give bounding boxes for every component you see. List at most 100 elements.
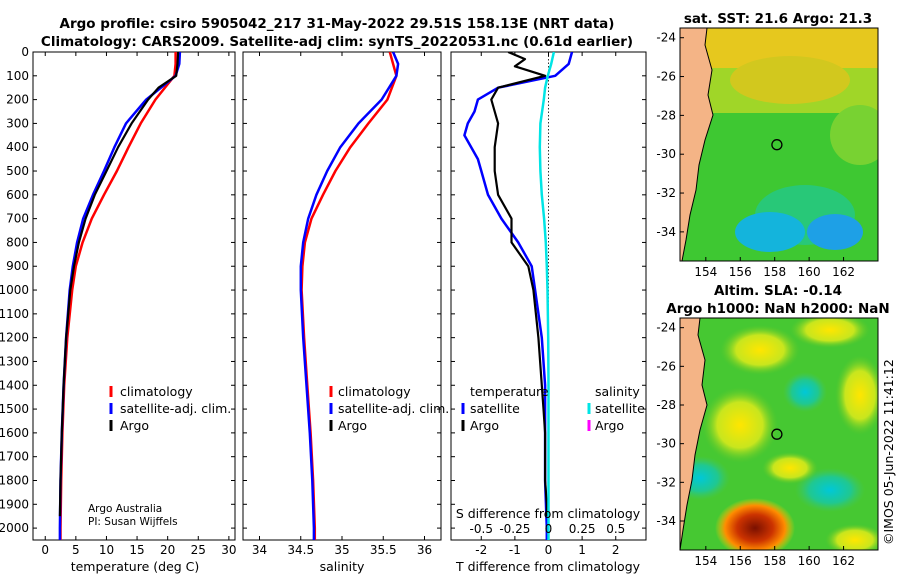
legend-temperature-title: temperature: [470, 384, 549, 399]
y-tick-label: 2000: [0, 521, 29, 535]
depth-axis: 0 100 200 300 400 500 600 700 800 900 1000 1100 1200…: [0, 45, 235, 535]
map-y-tick-label: -32: [656, 475, 676, 489]
legend-argo-label: Argo: [338, 418, 367, 433]
s-diff-tick-label: 0: [545, 522, 553, 536]
salinity-y-ticks: [243, 51, 441, 529]
salinity-difference-ticks: -0.5 -0.25 0 0.25 0.5: [470, 522, 626, 536]
temperature-xlabel: temperature (deg C): [71, 559, 200, 574]
x-tick-label: 0: [545, 543, 553, 557]
y-tick-label: 1000: [0, 283, 29, 297]
y-tick-label: 100: [6, 69, 29, 83]
map-x-tick-label: 158: [763, 554, 786, 568]
map-x-tick-label: 160: [798, 554, 821, 568]
x-tick-label: 30: [221, 543, 236, 557]
legend-salinity-title: salinity: [595, 384, 640, 399]
x-tick-label: 15: [129, 543, 144, 557]
sst-cold-patch-2: [807, 214, 863, 250]
legend-climatology-label: climatology: [120, 384, 193, 399]
difference-xlabel-top: S difference from climatology: [456, 506, 641, 521]
figure-title-line1: Argo profile: csiro 5905042_217 31-May-2…: [60, 16, 615, 32]
y-tick-label: 1600: [0, 426, 29, 440]
map-x-tick-label: 162: [832, 554, 855, 568]
x-tick-label: 5: [72, 543, 80, 557]
s-diff-tick-label: 0.25: [569, 522, 596, 536]
salinity-lines: [299, 52, 400, 540]
sst-map-title: sat. SST: 21.6 Argo: 21.3: [684, 11, 872, 27]
y-tick-label: 1200: [0, 331, 29, 345]
x-tick-label: 10: [99, 543, 114, 557]
x-tick-label: 2: [612, 543, 620, 557]
difference-x-axis: -2 -1 0 1 2: [475, 52, 620, 557]
map-x-tick-label: 156: [729, 265, 752, 279]
s-diff-tick-label: 0.5: [606, 522, 625, 536]
salinity-xlabel: salinity: [320, 559, 365, 574]
temperature-panel: 0100200300400500600700800900100011001200…: [0, 45, 237, 574]
y-tick-label: 1300: [0, 354, 29, 368]
legend-temp-argo-label: Argo: [470, 418, 499, 433]
satellite-adj-clim--line: [299, 52, 400, 540]
climatology-line: [300, 52, 398, 540]
map-y-tick-label: -28: [656, 108, 676, 122]
x-tick-label: 0: [41, 543, 49, 557]
sla-low-1: [783, 372, 827, 412]
salinity-x-axis: 34 34.5 35 35.5 36: [252, 52, 432, 557]
s-diff-tick-label: -0.5: [470, 522, 493, 536]
sla-map-title-line1: Altim. SLA: -0.14: [714, 283, 842, 299]
annotation-pi: PI: Susan Wijffels: [88, 516, 178, 528]
map-y-tick-label: -34: [656, 514, 676, 528]
s-diff-tick-label: -0.25: [499, 522, 530, 536]
map-y-tick-label: -26: [656, 70, 676, 84]
x-tick-label: 34.5: [287, 543, 314, 557]
temperature-axes-box: [32, 51, 236, 541]
sla-map-box: [679, 317, 879, 551]
difference-xlabel: T difference from climatology: [455, 559, 641, 574]
x-tick-label: 35: [334, 543, 349, 557]
temperature-argo-line: [490, 52, 548, 517]
annotation-argo-australia: Argo Australia: [88, 503, 162, 515]
y-tick-label: 1900: [0, 497, 29, 511]
legend-argo-label: Argo: [120, 418, 149, 433]
x-tick-label: 34: [252, 543, 267, 557]
map-y-tick-label: -28: [656, 398, 676, 412]
argo-location-marker: [771, 139, 783, 151]
salinity-axes-box: [242, 51, 442, 541]
y-tick-label: 1100: [0, 307, 29, 321]
argo-location-marker: [771, 428, 783, 440]
y-tick-label: 300: [6, 116, 29, 130]
figure-title-line2: Climatology: CARS2009. Satellite-adj cli…: [41, 34, 633, 50]
temperature-satellite-line: [463, 52, 574, 540]
sla-low-2: [680, 456, 730, 500]
y-tick-label: 500: [6, 164, 29, 178]
sla-map-ticks: 154 156 158 160 162 -24 -26 -28 -30 -32 -34: [656, 321, 855, 568]
sst-map-box: [679, 27, 879, 262]
difference-legend: temperature salinity satellite Argo sate…: [461, 384, 645, 433]
sla-high-3: [702, 387, 778, 463]
sla-high-4: [835, 355, 878, 435]
x-tick-label: 25: [191, 543, 206, 557]
y-tick-label: 400: [6, 140, 29, 154]
legend-temp-satellite-label: satellite: [470, 401, 520, 416]
y-tick-label: 900: [6, 259, 29, 273]
sst-warm-patch: [730, 56, 850, 104]
x-tick-label: 35.5: [370, 543, 397, 557]
sla-hotspot: [715, 498, 795, 550]
legend-satellite-label: satellite-adj. clim.: [338, 401, 449, 416]
difference-y-ticks: [451, 51, 646, 529]
sst-cold-patch: [735, 212, 805, 252]
salinity-panel: 34 34.5 35 35.5 36 salinity climatology sate…: [242, 51, 449, 574]
temperature-legend: climatology satellite-adj. clim. Argo: [109, 384, 231, 433]
sst-map: sat. SST: 21.6 Argo: 21.3 154 156 158 160 16…: [656, 11, 879, 279]
sst-coastline: [680, 28, 714, 261]
sla-high-5: [762, 452, 818, 484]
climatology-line: [59, 52, 177, 540]
difference-panel: -2 -1 0 1 2 T difference from climatology S …: [450, 51, 647, 574]
map-x-tick-label: 156: [729, 554, 752, 568]
map-x-tick-label: 160: [798, 265, 821, 279]
map-y-tick-label: -34: [656, 225, 676, 239]
sla-map-title-line2: Argo h1000: NaN h2000: NaN: [666, 301, 889, 317]
map-y-tick-label: -30: [656, 437, 676, 451]
temperature-x-axis: 0 5 10 15 20 25 30: [41, 52, 237, 557]
imos-timestamp: ©IMOS 05-Jun-2022 11:41:12: [881, 359, 896, 545]
y-tick-label: 0: [21, 45, 29, 59]
